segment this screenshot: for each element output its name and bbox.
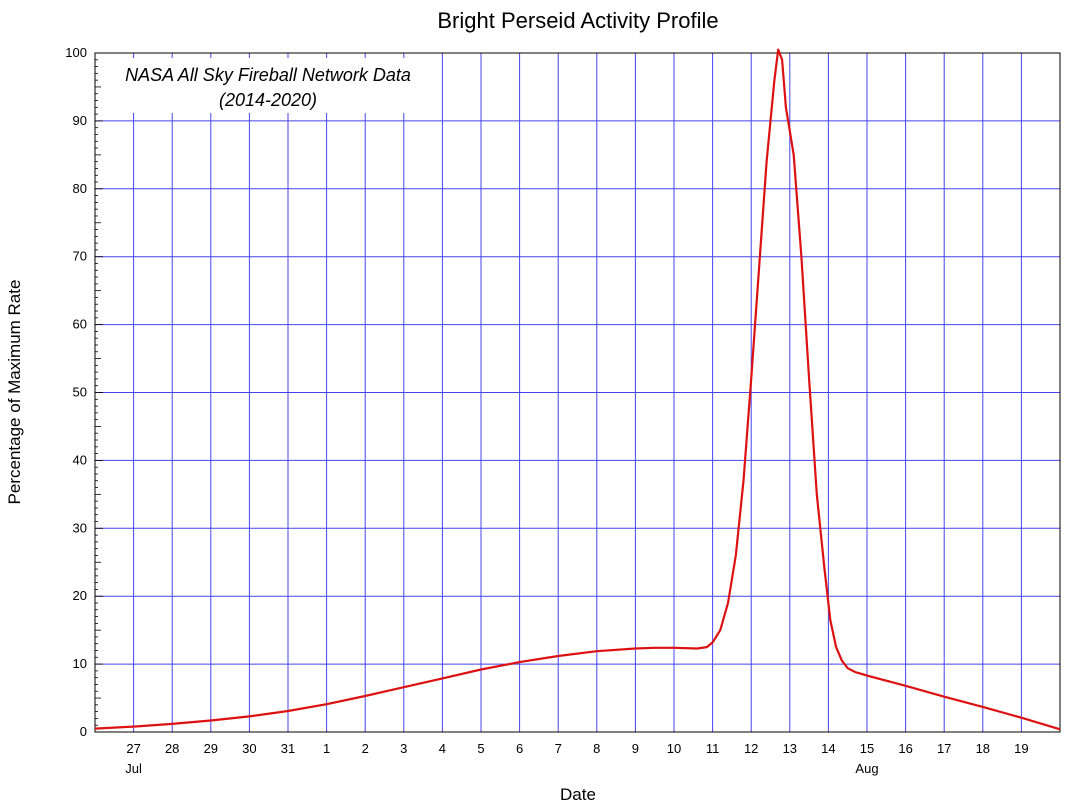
x-tick-label: 5 (477, 741, 484, 756)
x-tick-label: 31 (281, 741, 295, 756)
x-tick-label: 13 (783, 741, 797, 756)
month-labels: Jul Aug (125, 761, 878, 776)
y-tick-label: 40 (73, 452, 87, 467)
x-tick-label: 3 (400, 741, 407, 756)
y-minor-ticks (95, 52, 103, 733)
x-tick-label: 19 (1014, 741, 1028, 756)
y-tick-labels: 0 10 20 30 40 50 60 70 80 90 100 (65, 45, 87, 739)
x-axis-label: Date (560, 785, 596, 804)
y-tick-label: 50 (73, 385, 87, 400)
month-label: Aug (855, 761, 878, 776)
chart-title: Bright Perseid Activity Profile (437, 8, 718, 33)
y-tick-label: 0 (80, 724, 87, 739)
x-tick-label: 10 (667, 741, 681, 756)
y-tick-label: 80 (73, 181, 87, 196)
y-tick-label: 70 (73, 249, 87, 264)
y-tick-label: 20 (73, 588, 87, 603)
series-line (94, 48, 1061, 731)
y-tick-label: 60 (73, 317, 87, 332)
x-tick-labels: 27 28 29 30 31 1 2 3 4 5 6 7 8 9 10 11 12 13 14 15 16 17 18 19 (126, 741, 1028, 756)
x-tick-label: 9 (632, 741, 639, 756)
y-tick-label: 90 (73, 113, 87, 128)
y-tick-label: 100 (65, 45, 87, 60)
grid (95, 52, 1060, 733)
x-tick-label: 16 (898, 741, 912, 756)
x-tick-label: 17 (937, 741, 951, 756)
x-tick-label: 15 (860, 741, 874, 756)
x-tick-label: 30 (242, 741, 256, 756)
annotation-line-2: (2014-2020) (219, 90, 317, 110)
x-tick-label: 29 (204, 741, 218, 756)
x-tick-label: 18 (976, 741, 990, 756)
x-tick-label: 27 (126, 741, 140, 756)
x-tick-label: 1 (323, 741, 330, 756)
x-tick-label: 4 (439, 741, 446, 756)
y-tick-label: 30 (73, 520, 87, 535)
x-tick-label: 11 (706, 741, 720, 756)
x-tick-label: 14 (821, 741, 835, 756)
x-tick-label: 28 (165, 741, 179, 756)
y-tick-label: 10 (73, 656, 87, 671)
annotation-box: NASA All Sky Fireball Network Data (2014… (108, 58, 434, 113)
y-axis-label: Percentage of Maximum Rate (5, 280, 24, 505)
x-tick-label: 12 (744, 741, 758, 756)
x-tick-label: 8 (593, 741, 600, 756)
x-tick-label: 6 (516, 741, 523, 756)
x-tick-label: 2 (362, 741, 369, 756)
plot-frame (94, 52, 1061, 733)
x-tick-label: 7 (555, 741, 562, 756)
annotation-line-1: NASA All Sky Fireball Network Data (125, 65, 411, 85)
month-label: Jul (125, 761, 142, 776)
